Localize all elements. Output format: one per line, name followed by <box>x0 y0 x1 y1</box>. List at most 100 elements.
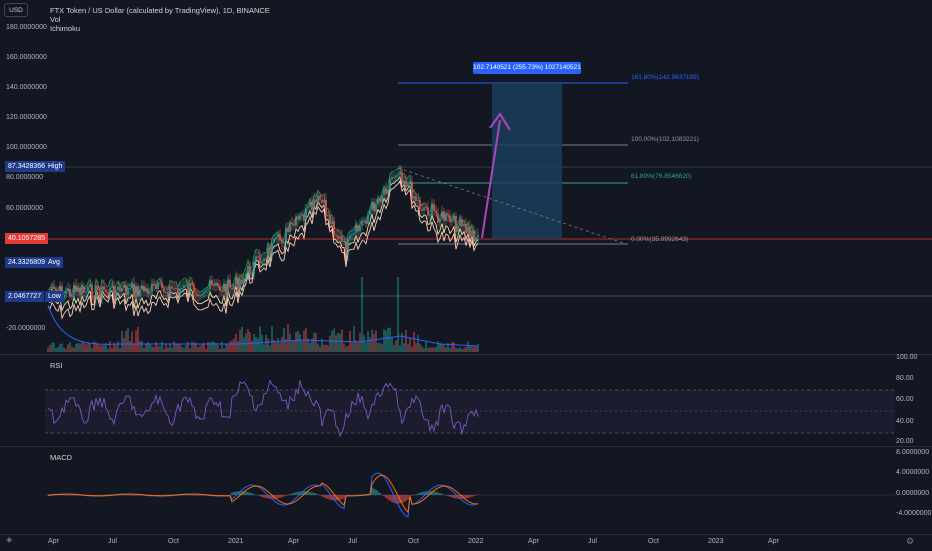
macd-histogram-bar <box>319 495 321 496</box>
candle-body <box>145 288 147 292</box>
macd-histogram-bar <box>379 492 381 495</box>
main-price-pane[interactable]: USD FTX Token / US Dollar (calculated by… <box>0 0 932 352</box>
candle-body <box>437 213 439 223</box>
indicator-ichimoku[interactable]: Ichimoku <box>50 24 81 33</box>
volume-bar <box>409 338 411 352</box>
candle-body <box>343 241 345 243</box>
volume-bar <box>215 342 217 352</box>
macd-pane[interactable]: MACD 8.0000000 4.0000000 0.0000000 -4.00… <box>0 446 932 535</box>
macd-histogram-bar <box>255 494 257 496</box>
time-tick: 2023 <box>708 538 724 545</box>
currency-button[interactable]: USD <box>4 3 28 17</box>
macd-histogram-bar <box>303 491 305 495</box>
macd-histogram-bar <box>387 495 389 500</box>
symbol-title[interactable]: FTX Token / US Dollar (calculated by Tra… <box>50 6 270 15</box>
volume-bar <box>105 343 107 352</box>
candle-body <box>267 247 269 260</box>
volume-bar <box>309 342 311 352</box>
candle-body <box>147 288 149 295</box>
macd-histogram-bar <box>185 494 187 496</box>
time-axis[interactable]: Apr Jul Oct 2021 Apr Jul Oct 2022 Apr Ju… <box>0 534 932 551</box>
candle-body <box>131 283 133 289</box>
macd-histogram-bar <box>227 494 229 496</box>
tradingview-logo-icon[interactable]: ◈ <box>6 535 13 544</box>
candle-body <box>375 204 377 212</box>
rsi-chart-canvas[interactable] <box>0 355 932 445</box>
macd-histogram-bar <box>439 493 441 495</box>
macd-histogram-bar <box>291 493 293 495</box>
volume-bar <box>217 344 219 352</box>
volume-bar <box>53 342 55 352</box>
volume-bar <box>79 343 81 352</box>
rsi-tick: 100.00 <box>896 354 918 361</box>
macd-histogram-bar <box>285 495 287 496</box>
price-chart-canvas[interactable] <box>0 0 932 352</box>
volume-bar <box>377 342 379 352</box>
rsi-label[interactable]: RSI <box>50 361 63 370</box>
price-tick: 100.0000000 <box>6 144 47 151</box>
volume-bar <box>127 327 129 352</box>
candle-body <box>295 217 297 226</box>
macd-histogram-bar <box>69 495 71 496</box>
macd-histogram-bar <box>243 491 245 495</box>
candle-body <box>199 295 201 297</box>
candle-body <box>157 283 159 289</box>
macd-histogram-bar <box>409 495 411 496</box>
price-range-measure-label[interactable]: 102.7140521 (255.73%) 1027140521 <box>473 62 581 74</box>
candle-body <box>269 247 271 256</box>
volume-bar <box>285 339 287 352</box>
current-price-tag: 40.1057285 <box>5 233 48 244</box>
volume-bar <box>277 338 279 352</box>
volume-bar <box>299 334 301 352</box>
volume-bar <box>471 346 473 352</box>
macd-histogram-bar <box>423 491 425 495</box>
volume-bar <box>261 334 263 352</box>
candle-body <box>91 284 93 299</box>
candle-body <box>369 209 371 215</box>
volume-bar <box>389 327 391 352</box>
candle-body <box>89 284 91 287</box>
candle-body <box>275 237 277 239</box>
candle-body <box>391 177 393 179</box>
macd-histogram-bar <box>199 495 201 496</box>
candle-body <box>207 289 209 291</box>
candle-body <box>393 177 395 179</box>
candle-body <box>403 180 405 183</box>
macd-histogram-bar <box>347 495 349 496</box>
volume-bar <box>157 346 159 352</box>
settings-gear-icon[interactable]: ⚙ <box>905 536 915 546</box>
volume-bar <box>139 341 141 352</box>
candle-body <box>235 277 237 286</box>
volume-bar <box>133 343 135 352</box>
candle-body <box>353 232 355 235</box>
macd-histogram-bar <box>413 494 415 496</box>
macd-histogram-bar <box>349 495 351 496</box>
volume-bar <box>289 333 291 352</box>
volume-bar <box>317 343 319 352</box>
volume-bar <box>63 347 65 352</box>
volume-bar <box>391 337 393 352</box>
volume-bar <box>89 343 91 352</box>
volume-bar <box>425 341 427 352</box>
macd-label[interactable]: MACD <box>50 453 73 462</box>
candle-body <box>133 283 135 298</box>
macd-histogram-bar <box>391 495 393 503</box>
candle-body <box>435 210 437 214</box>
volume-bar <box>67 344 69 352</box>
time-tick: 2022 <box>468 538 484 545</box>
volume-bar <box>191 341 193 352</box>
volume-bar <box>149 343 151 352</box>
candle-body <box>189 282 191 293</box>
volume-bar <box>341 329 343 352</box>
volume-bar <box>171 347 173 352</box>
volume-bar <box>455 347 457 352</box>
indicator-vol[interactable]: Vol <box>50 15 61 24</box>
rsi-pane[interactable]: RSI 100.00 80.00 60.00 40.00 20.00 <box>0 354 932 445</box>
candle-body <box>247 266 249 274</box>
fib-level-label: 100.00%(102.1083221) <box>631 136 699 143</box>
candle-body <box>245 273 247 278</box>
volume-bar <box>93 341 95 352</box>
macd-chart-canvas[interactable] <box>0 447 932 535</box>
macd-histogram-bar <box>411 495 413 496</box>
macd-histogram-bar <box>263 495 265 498</box>
